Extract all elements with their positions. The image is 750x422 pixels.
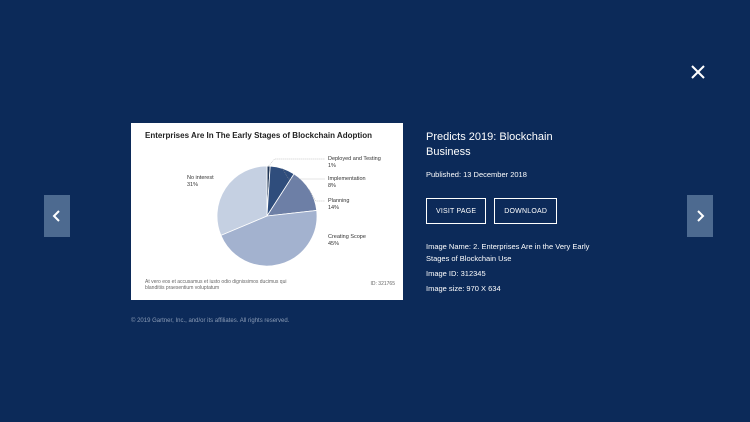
action-buttons: VISIT PAGE DOWNLOAD xyxy=(426,198,558,224)
published-date: Published: 13 December 2018 xyxy=(426,170,527,179)
page-title: Predicts 2019: Blockchain Business xyxy=(426,131,553,158)
chevron-left-icon xyxy=(52,210,60,222)
download-button[interactable]: DOWNLOAD xyxy=(494,198,558,224)
slice-label-value: 8% xyxy=(328,183,336,189)
close-button[interactable] xyxy=(688,62,708,82)
image-name: Image Name: 2. Enterprises Are in the Ve… xyxy=(426,242,590,263)
slice-label-name: Deployed and Testing xyxy=(328,156,381,162)
slice-label: No interest 31% xyxy=(187,175,214,189)
slice-label-value: 14% xyxy=(328,205,340,211)
pie-chart xyxy=(216,158,325,267)
info-panel: Predicts 2019: Blockchain Business Publi… xyxy=(426,130,626,179)
slice-label-value: 45% xyxy=(328,241,340,247)
slice-label: Creating Scope 45% xyxy=(328,234,366,248)
chevron-right-icon xyxy=(697,210,705,222)
pie-slice-no-interest xyxy=(216,165,268,236)
slice-label-name: Creating Scope xyxy=(328,234,366,240)
chart-preview-card: Enterprises Are In The Early Stages of B… xyxy=(131,123,403,300)
copyright-text: © 2019 Gartner, Inc., and/or its affilia… xyxy=(131,318,290,324)
slice-label-value: 1% xyxy=(328,163,336,169)
slice-label: Deployed and Testing 1% xyxy=(328,156,381,170)
slice-label-value: 31% xyxy=(187,182,199,188)
image-metadata: Image Name: 2. Enterprises Are in the Ve… xyxy=(426,241,606,298)
chart-id: ID: 321765 xyxy=(370,281,395,287)
close-icon xyxy=(691,65,705,79)
leader-line xyxy=(309,189,325,202)
image-size: Image size: 970 X 634 xyxy=(426,284,501,293)
next-button[interactable] xyxy=(687,195,713,237)
slice-label-name: No interest xyxy=(187,175,214,181)
visit-page-button[interactable]: VISIT PAGE xyxy=(426,198,487,224)
image-id: Image ID: 312345 xyxy=(426,269,486,278)
slice-label: Implementation 8% xyxy=(328,176,366,190)
leader-line xyxy=(268,158,325,167)
pie-slice-creating-scope xyxy=(220,210,318,267)
slice-label: Planning 14% xyxy=(328,198,349,212)
slice-label-name: Planning xyxy=(328,198,350,204)
leader-line xyxy=(282,168,325,180)
chart-title: Enterprises Are In The Early Stages of B… xyxy=(145,131,373,140)
previous-button[interactable] xyxy=(44,195,70,237)
slice-label-name: Implementation xyxy=(328,176,366,182)
chart-footer-text: At vero eos et accusamus et iusto odio d… xyxy=(145,279,287,291)
